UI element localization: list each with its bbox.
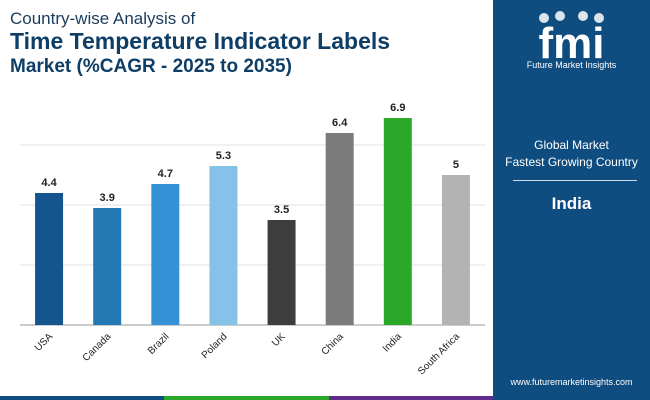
x-tick-label: Brazil bbox=[146, 331, 171, 356]
logo-flask-icon bbox=[578, 11, 588, 21]
bar-south-africa bbox=[441, 175, 470, 325]
bar-china bbox=[325, 133, 354, 325]
data-label: 5 bbox=[453, 159, 459, 171]
bottom-bar-segment bbox=[328, 396, 493, 400]
bar-uk bbox=[267, 220, 296, 325]
bottom-bar-segment bbox=[0, 396, 165, 400]
x-tick-label: UK bbox=[270, 331, 288, 349]
x-tick-label: South Africa bbox=[416, 331, 462, 377]
side-panel: fmi Future Market Insights Global Market… bbox=[493, 0, 650, 400]
bottom-color-bar bbox=[0, 396, 493, 400]
x-tick-label: USA bbox=[33, 331, 56, 354]
x-tick-label: Poland bbox=[200, 331, 230, 361]
logo-car-icon bbox=[555, 11, 565, 21]
x-tick-label: China bbox=[320, 331, 347, 358]
data-label: 4.4 bbox=[41, 177, 57, 189]
bar-usa bbox=[35, 193, 64, 325]
data-label: 4.7 bbox=[158, 168, 173, 180]
fmi-logo: fmi bbox=[539, 11, 605, 68]
title-line-1: Country-wise Analysis of bbox=[10, 9, 196, 28]
panel-divider bbox=[513, 180, 637, 181]
logo-globe-icon bbox=[539, 13, 549, 23]
bar-chart: 4.4 USA 3.9 Canada 4.7 Brazil 5.3 Poland 3.5 UK 6.… bbox=[20, 102, 485, 377]
logo-text: fmi bbox=[539, 19, 605, 68]
data-label: 5.3 bbox=[216, 150, 231, 162]
panel-label-line-2: Fastest Growing Country bbox=[505, 155, 638, 169]
bar-brazil bbox=[151, 184, 180, 325]
bottom-bar-segment bbox=[164, 396, 329, 400]
x-tick-label: Canada bbox=[81, 331, 114, 364]
bar-poland bbox=[209, 166, 238, 325]
bar-canada bbox=[93, 208, 122, 325]
logo-subtitle: Future Market Insights bbox=[526, 60, 617, 70]
panel-label: Global Market Fastest Growing Country bbox=[493, 137, 650, 171]
panel-label-line-1: Global Market bbox=[534, 138, 609, 152]
title-line-3: Market (%CAGR - 2025 to 2035) bbox=[10, 56, 292, 77]
data-label: 3.9 bbox=[100, 192, 115, 204]
website-link[interactable]: www.futuremarketinsights.com bbox=[510, 377, 633, 387]
data-label: 6.4 bbox=[332, 117, 348, 129]
x-tick-label: India bbox=[381, 331, 404, 354]
data-label: 6.9 bbox=[390, 102, 405, 114]
title-line-2: Time Temperature Indicator Labels bbox=[10, 28, 391, 54]
logo-person-icon bbox=[594, 13, 604, 23]
bar-india bbox=[383, 118, 412, 325]
fastest-growing-country: India bbox=[551, 194, 592, 213]
chart-title: Country-wise Analysis of Time Temperatur… bbox=[10, 8, 480, 79]
data-label: 3.5 bbox=[274, 204, 289, 216]
